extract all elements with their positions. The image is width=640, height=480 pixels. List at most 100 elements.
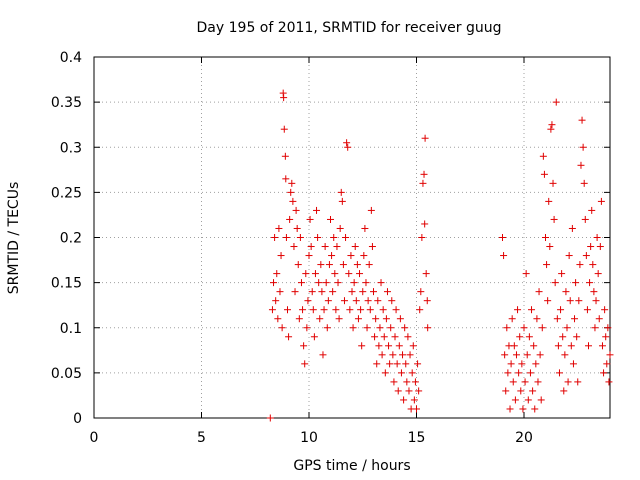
data-point [389, 351, 397, 359]
data-point [588, 206, 596, 214]
data-point [311, 270, 319, 278]
data-point [576, 261, 584, 269]
data-point [399, 351, 407, 359]
data-point [296, 234, 304, 241]
data-point [305, 252, 313, 260]
data-point [575, 297, 583, 305]
x-tick-label: 0 [90, 430, 99, 446]
data-point [327, 215, 334, 223]
data-point [378, 351, 386, 359]
data-point [301, 360, 309, 368]
y-tick-label: 0.4 [60, 50, 82, 66]
data-point [317, 261, 325, 269]
data-point [553, 315, 561, 323]
data-point [528, 306, 536, 314]
chart-title: Day 195 of 2011, SRMTID for receiver guu… [197, 20, 502, 36]
data-point [281, 152, 289, 160]
grid [94, 57, 610, 418]
data-point [335, 315, 343, 323]
data-point [366, 306, 374, 314]
data-point [314, 234, 322, 241]
data-point [276, 288, 284, 296]
data-point [514, 306, 522, 314]
x-tick-label: 5 [197, 430, 206, 446]
data-point [406, 351, 414, 359]
data-point [306, 215, 314, 223]
data-point [309, 306, 317, 314]
data-point [540, 170, 548, 178]
data-point [390, 378, 398, 386]
data-point [604, 324, 612, 332]
data-point [512, 351, 520, 359]
data-point [351, 243, 359, 251]
data-point [288, 179, 296, 187]
data-point [539, 152, 547, 160]
data-point [272, 297, 280, 305]
data-point [362, 279, 370, 287]
data-point [397, 369, 405, 377]
data-point [569, 360, 577, 368]
data-point [572, 279, 580, 287]
data-point [304, 297, 312, 305]
data-point [313, 206, 321, 214]
data-point [328, 252, 336, 260]
data-point [387, 324, 395, 332]
data-point [511, 396, 519, 404]
data-point [510, 342, 518, 350]
data-point [286, 215, 294, 223]
data-point [274, 315, 282, 323]
data-point [349, 324, 357, 332]
data-point [531, 405, 539, 413]
data-point [295, 315, 303, 323]
data-point [593, 234, 601, 241]
data-point [555, 369, 563, 377]
data-point [303, 324, 311, 332]
data-point [401, 324, 409, 332]
data-point [580, 179, 588, 187]
data-point [530, 342, 538, 350]
data-point [405, 387, 413, 395]
data-point [339, 261, 347, 269]
data-point [357, 306, 365, 314]
data-point [395, 342, 403, 350]
data-point [597, 197, 605, 205]
data-point [344, 143, 352, 151]
data-point [545, 197, 553, 205]
data-point [319, 351, 327, 359]
data-point [403, 378, 411, 386]
data-point [361, 224, 369, 232]
data-point [330, 234, 338, 241]
data-point [340, 297, 348, 305]
data-point [404, 333, 412, 341]
data-point [280, 94, 288, 102]
data-point [563, 324, 571, 332]
data-point [587, 243, 595, 251]
data-point [379, 306, 387, 314]
data-point [554, 342, 562, 350]
data-point [353, 261, 361, 269]
data-point [323, 324, 331, 332]
data-point [502, 387, 510, 395]
data-point [266, 414, 274, 422]
data-point [292, 206, 300, 214]
data-point [547, 125, 555, 133]
data-point [391, 333, 399, 341]
data-point [544, 297, 552, 305]
data-point [523, 351, 531, 359]
data-point [586, 279, 594, 287]
data-point [507, 360, 515, 368]
data-point [422, 270, 430, 278]
data-point [519, 405, 527, 413]
data-point [377, 279, 385, 287]
x-tick-label: 10 [300, 430, 318, 446]
data-point [533, 315, 541, 323]
data-point [352, 297, 360, 305]
data-point [596, 243, 604, 251]
y-tick-label: 0.25 [51, 185, 82, 201]
x-tick-labels: 0 5 10 15 20 [90, 430, 533, 446]
data-point [409, 342, 417, 350]
data-point [287, 188, 295, 196]
y-tick-label: 0.05 [51, 366, 82, 382]
data-point [525, 333, 533, 341]
data-point [268, 306, 276, 314]
